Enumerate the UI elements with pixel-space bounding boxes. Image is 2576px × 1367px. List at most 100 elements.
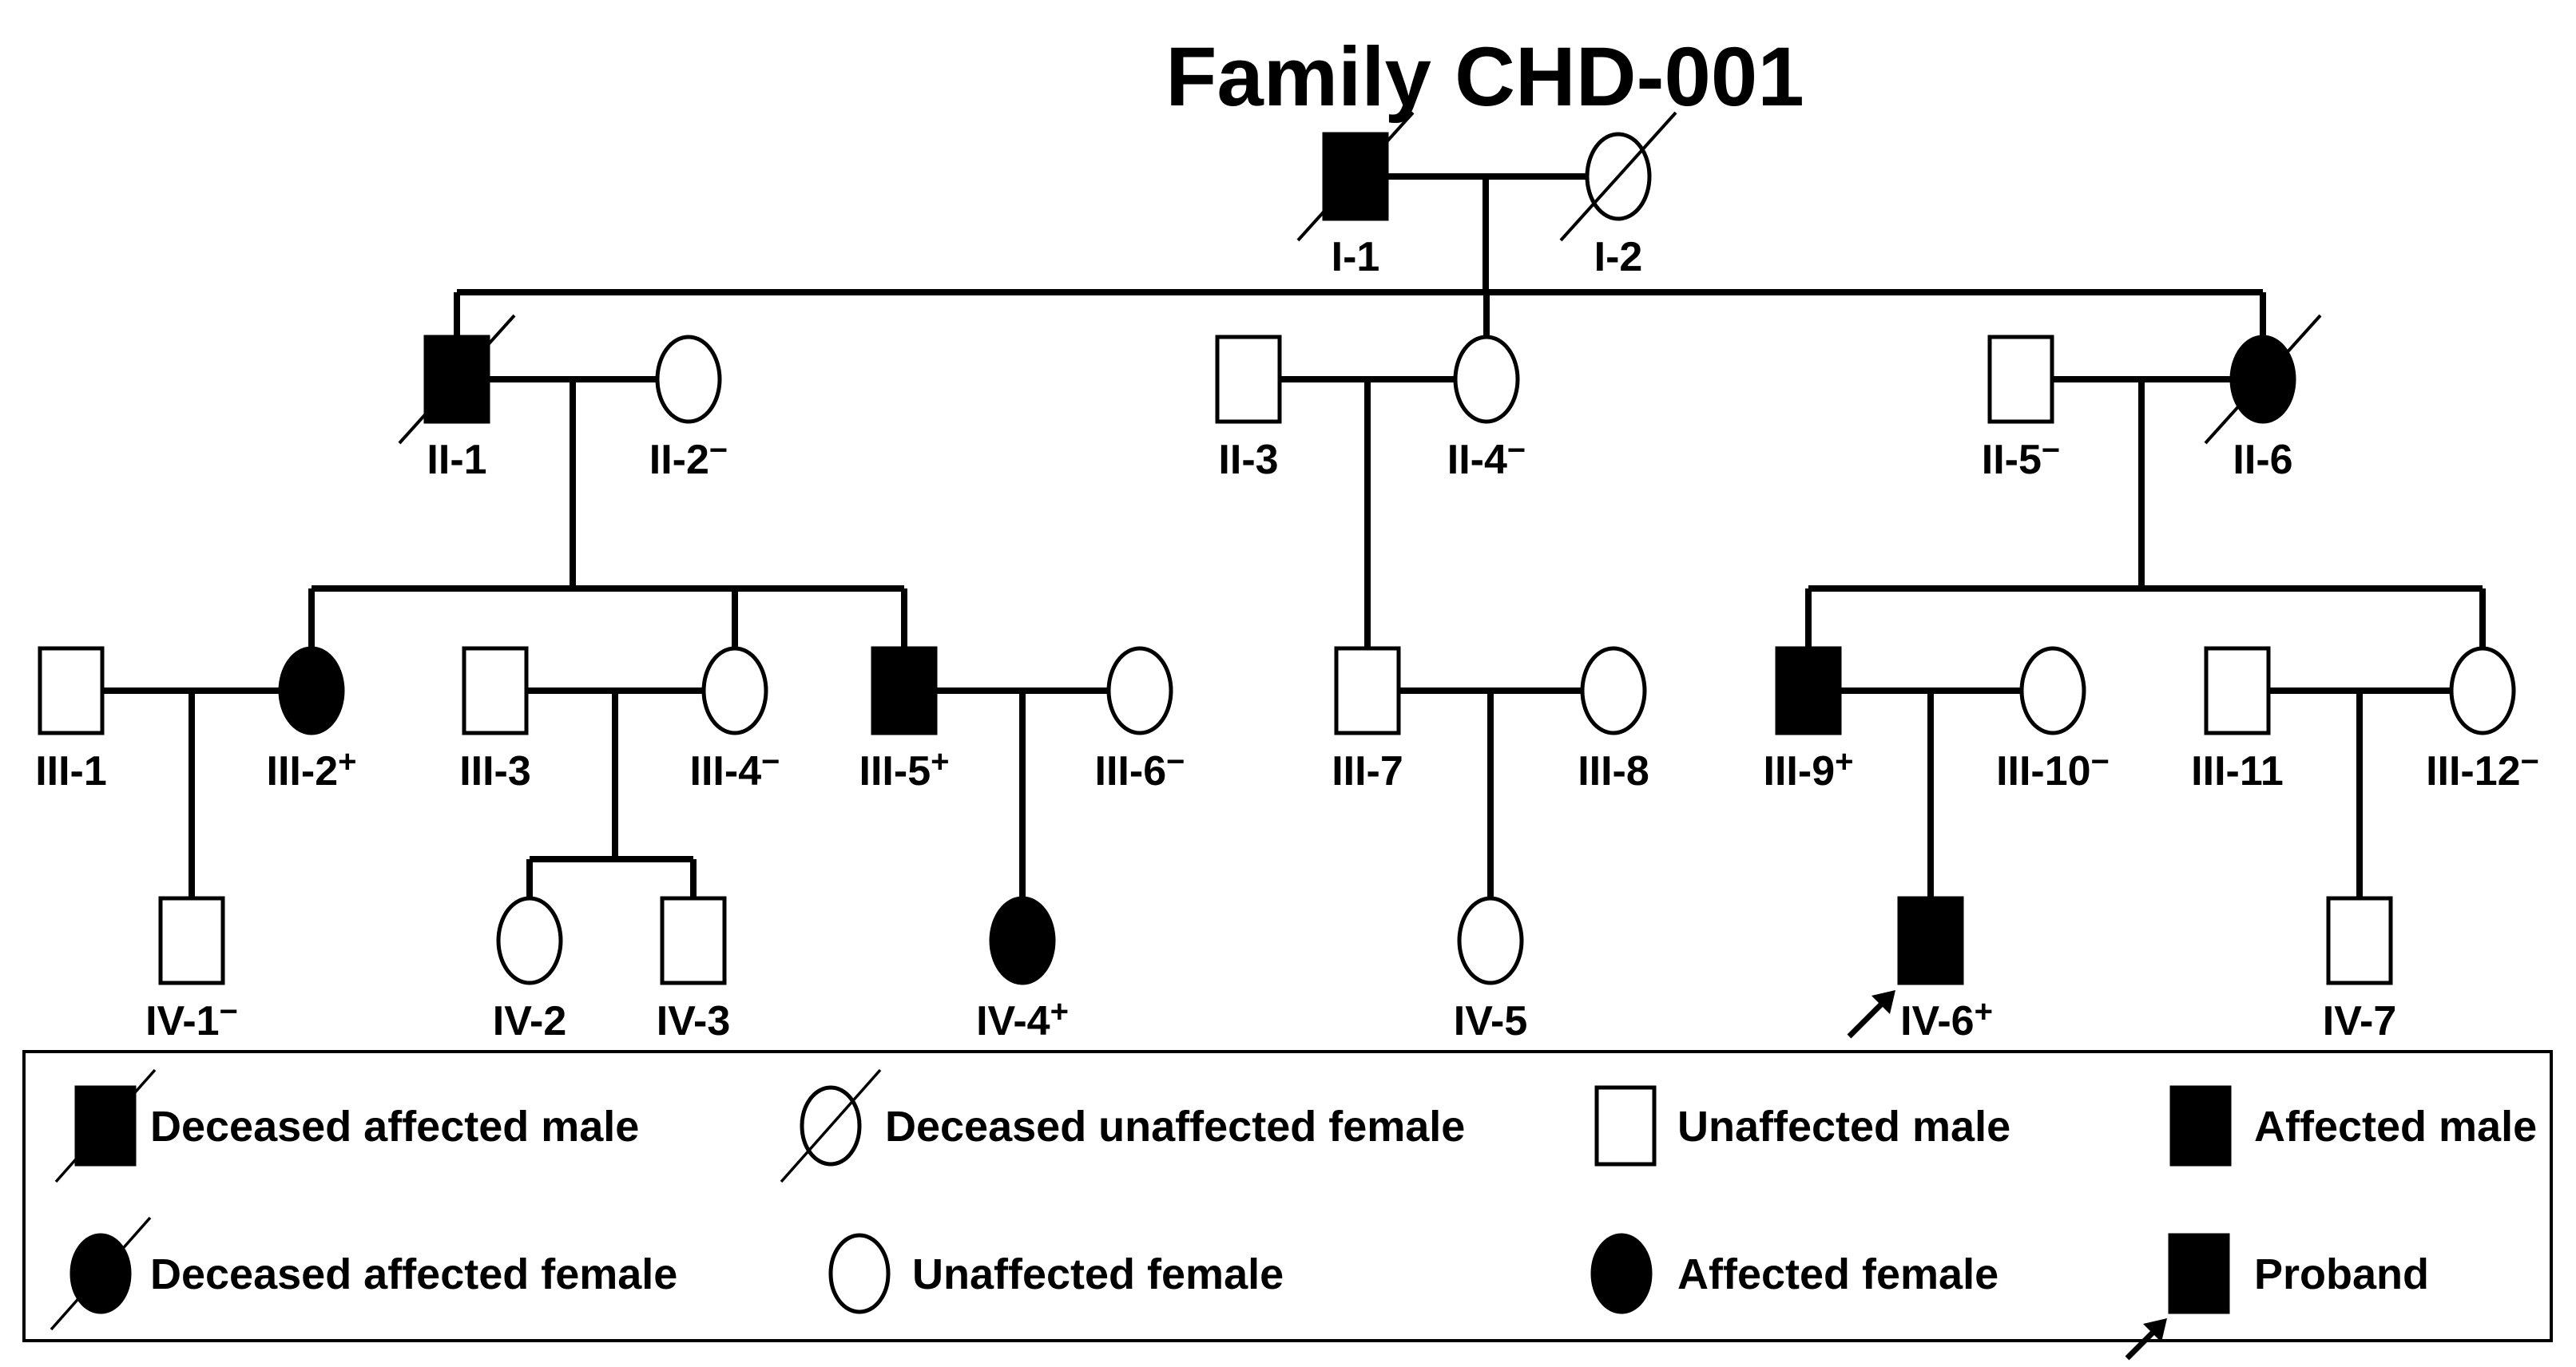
affected-male-square-icon (1897, 896, 1964, 985)
affected-male-square-icon (1775, 646, 1842, 735)
deceased-slash-icon (54, 1068, 157, 1183)
affected-female-circle-icon (278, 646, 345, 735)
deceased-slash-icon (398, 314, 516, 445)
genotype-marker: + (338, 744, 356, 779)
person-III-12: III-12− (2426, 646, 2539, 794)
person-label: III-7 (1332, 748, 1403, 794)
person-III-8: III-8 (1578, 646, 1649, 794)
person-label: III-2+ (267, 744, 357, 794)
person-I-2: I-2 (1559, 111, 1677, 280)
person-III-1: III-1 (35, 646, 107, 794)
person-IV-6: IV-6+ (1847, 896, 1993, 1044)
unaffected-female-circle-icon (2449, 646, 2516, 735)
person-III-9: III-9+ (1764, 646, 1853, 794)
proband-arrow-icon (1847, 997, 1888, 1039)
unaffected-female-circle-icon (1453, 335, 1520, 424)
person-label: III-10− (1996, 744, 2110, 794)
person-IV-7: IV-7 (2323, 896, 2397, 1044)
genotype-marker: − (1507, 433, 1526, 468)
legend-item-0: Deceased affected male (54, 1068, 639, 1183)
affected-female-circle-icon (1590, 1233, 1653, 1314)
genotype-marker: − (761, 744, 780, 779)
figure-title: Family CHD-001 (1165, 30, 1804, 124)
legend-label: Affected male (2254, 1103, 2537, 1151)
genotype-marker: − (220, 994, 238, 1029)
person-IV-5: IV-5 (1454, 896, 1528, 1044)
person-label: III-8 (1578, 748, 1649, 794)
unaffected-female-circle-icon (1580, 646, 1647, 735)
person-IV-2: IV-2 (493, 896, 567, 1044)
legend-box (22, 1050, 2553, 1342)
person-label: III-12− (2426, 744, 2539, 794)
unaffected-female-circle-icon (496, 896, 563, 985)
person-label: III-11 (2191, 748, 2284, 794)
legend-label: Deceased unaffected female (885, 1103, 1465, 1151)
affected-male-square-icon (2168, 1233, 2230, 1314)
person-label: IV-7 (2323, 998, 2397, 1044)
deceased-slash-icon (1559, 111, 1677, 242)
person-label: IV-2 (493, 998, 567, 1044)
persons: I-1 I-2 II-1 II-2− II-3 II-4− II-5− II-6 III-1 II… (35, 111, 2539, 1044)
person-label: I-1 (1332, 234, 1380, 280)
genotype-marker: − (2521, 744, 2539, 779)
person-label: II-4− (1447, 433, 1526, 483)
person-III-10: III-10− (1996, 646, 2110, 794)
unaffected-female-circle-icon (701, 646, 768, 735)
person-II-6: II-6 (2204, 314, 2322, 483)
unaffected-male-square-icon (660, 896, 727, 985)
unaffected-female-circle-icon (2019, 646, 2086, 735)
unaffected-male-square-icon (1215, 335, 1282, 424)
person-label: III-3 (459, 748, 531, 794)
genotype-marker: + (1835, 744, 1853, 779)
legend-label: Affected female (1677, 1250, 1998, 1298)
person-IV-4: IV-4+ (976, 896, 1069, 1044)
genotype-marker: − (2091, 744, 2110, 779)
unaffected-male-square-icon (38, 646, 105, 735)
person-II-4: II-4− (1447, 335, 1526, 483)
legend-item-3: Affected male (2169, 1085, 2537, 1167)
person-label: III-4− (690, 744, 780, 794)
person-label: IV-6+ (1900, 994, 1993, 1044)
deceased-slash-icon (1296, 111, 1415, 242)
person-label: I-2 (1594, 234, 1643, 280)
genotype-marker: − (1166, 744, 1185, 779)
person-label: IV-5 (1454, 998, 1528, 1044)
unaffected-female-circle-icon (1457, 896, 1524, 985)
person-III-2: III-2+ (267, 646, 357, 794)
person-II-3: II-3 (1215, 335, 1282, 483)
person-label: III-5+ (859, 744, 950, 794)
affected-female-circle-icon (989, 896, 1056, 985)
person-III-6: III-6− (1095, 646, 1185, 794)
relationship-lines (71, 173, 2486, 898)
legend-item-1: Deceased unaffected female (780, 1068, 1465, 1183)
unaffected-male-square-icon (1334, 646, 1401, 735)
unaffected-male-square-icon (462, 646, 529, 735)
deceased-slash-icon (2204, 314, 2322, 445)
unaffected-male-square-icon (2326, 896, 2393, 985)
person-III-7: III-7 (1332, 646, 1403, 794)
legend-label: Deceased affected female (150, 1250, 677, 1298)
person-label: II-5− (1982, 433, 2061, 483)
person-III-11: III-11 (2191, 646, 2284, 794)
person-label: IV-1− (145, 994, 238, 1044)
proband-arrowhead-icon (2143, 1318, 2167, 1342)
genotype-marker: − (2042, 433, 2060, 468)
unaffected-female-circle-icon (828, 1233, 891, 1314)
legend-item-6: Affected female (1590, 1233, 1998, 1314)
person-III-5: III-5+ (859, 646, 950, 794)
proband-arrowhead-icon (1871, 990, 1895, 1014)
legend: Deceased affected male Deceased unaffecte… (22, 1050, 2553, 1361)
unaffected-male-square-icon (1987, 335, 2054, 424)
person-III-3: III-3 (459, 646, 531, 794)
legend-item-2: Unaffected male (1594, 1085, 2010, 1167)
unaffected-female-circle-icon (655, 335, 722, 424)
person-I-1: I-1 (1296, 111, 1415, 280)
legend-label: Unaffected male (1677, 1103, 2010, 1151)
legend-label: Proband (2254, 1250, 2429, 1298)
deceased-slash-icon (780, 1068, 882, 1183)
person-II-5: II-5− (1982, 335, 2061, 483)
person-label: II-2− (649, 433, 728, 483)
person-label: III-1 (35, 748, 107, 794)
